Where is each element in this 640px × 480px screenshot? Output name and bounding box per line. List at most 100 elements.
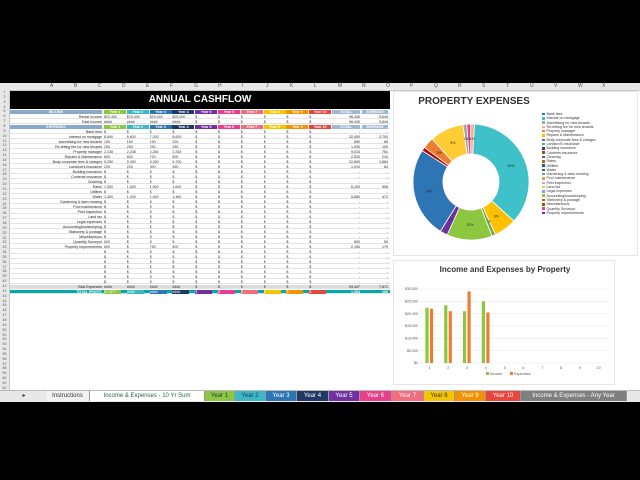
row-number[interactable]: 23 [2, 196, 7, 201]
row-number[interactable]: 49 [2, 322, 7, 327]
column-letter[interactable]: G [194, 83, 198, 89]
row-number[interactable]: 21 [2, 187, 7, 191]
column-letter[interactable]: E [146, 83, 150, 89]
row-number[interactable]: 55 [2, 351, 7, 356]
row-number[interactable]: 16 [2, 162, 7, 167]
column-letter[interactable]: L [314, 83, 317, 89]
row-number[interactable]: 20 [2, 182, 7, 187]
row-number[interactable]: 61 [2, 381, 7, 385]
row-number[interactable]: 6 [3, 114, 6, 119]
bar-income[interactable] [481, 301, 485, 363]
row-number[interactable]: 26 [2, 211, 7, 216]
pie-slice[interactable] [472, 123, 530, 222]
column-letter[interactable]: B [74, 83, 78, 89]
row-number[interactable]: 18 [2, 172, 7, 177]
row-number[interactable]: 30 [2, 230, 7, 235]
row-number[interactable]: 51 [2, 332, 7, 337]
column-letter[interactable]: A [50, 83, 54, 89]
row-number[interactable]: 44 [2, 298, 7, 303]
column-letter[interactable]: T [506, 83, 510, 89]
bar-income[interactable] [425, 307, 429, 363]
sheet-tab[interactable]: Year 6 [360, 391, 392, 401]
row-number[interactable]: 56 [2, 356, 7, 361]
row-number[interactable]: 33 [2, 245, 7, 250]
column-letter[interactable]: N [362, 83, 366, 89]
sheet-tab[interactable]: Year 8 [424, 391, 455, 401]
row-number[interactable]: 52 [2, 337, 7, 342]
row-number[interactable]: 12 [2, 143, 7, 148]
row-number[interactable]: 35 [2, 254, 7, 259]
row-number[interactable]: 48 [2, 317, 7, 322]
bar-expenses[interactable] [467, 291, 471, 363]
sheet-tab[interactable]: Year 5 [329, 391, 360, 401]
row-number[interactable]: 40 [2, 279, 7, 284]
bar-expenses[interactable] [429, 308, 434, 363]
row-number[interactable]: 25 [2, 206, 7, 211]
row-number[interactable]: 17 [2, 167, 7, 172]
column-letter[interactable]: I [242, 83, 244, 89]
row-number[interactable]: 10 [2, 133, 7, 138]
row-number[interactable]: 62 [2, 385, 7, 390]
column-letter[interactable]: H [218, 83, 222, 89]
column-letter[interactable]: Q [434, 83, 438, 89]
row-number[interactable]: 5 [3, 109, 6, 114]
sheet-tab[interactable]: Year 1 [205, 391, 235, 401]
column-letter[interactable]: J [266, 83, 269, 89]
property-expenses-chart[interactable]: PROPERTY EXPENSES 34% 6% 1% 12% 2% 24% 1% 3% 9% 1… [393, 91, 638, 256]
row-number[interactable]: 14 [2, 153, 7, 158]
row-number[interactable]: 8 [3, 123, 6, 128]
sheet-tab[interactable]: Income & Expenses - Any Year [521, 391, 627, 401]
row-number[interactable]: 11 [2, 138, 7, 143]
row-number[interactable]: 54 [2, 347, 7, 352]
tab-scroll-right-icon[interactable]: ▸ [22, 393, 26, 399]
row-number[interactable]: 53 [2, 342, 7, 347]
row-number[interactable]: 43 [2, 293, 7, 298]
row-number[interactable]: 37 [2, 264, 7, 269]
column-letter[interactable]: U [530, 83, 534, 89]
pie-slice[interactable] [470, 123, 475, 155]
row-number[interactable]: 1 [3, 90, 6, 94]
column-letter[interactable]: X [602, 83, 606, 89]
row-number[interactable]: 50 [2, 327, 7, 332]
sheet-tab[interactable]: Year 4 [297, 391, 329, 401]
row-number[interactable]: 46 [2, 308, 7, 313]
column-letter[interactable]: M [338, 83, 343, 89]
sheet-tab[interactable]: Year 9 [455, 391, 486, 401]
income-expenses-chart[interactable]: Income and Expenses by Property $0 $5,000… [393, 260, 615, 385]
column-letter[interactable]: P [410, 83, 414, 89]
row-number[interactable]: 41 [2, 284, 7, 288]
bar-income[interactable] [444, 305, 448, 363]
column-letter[interactable]: C [98, 83, 102, 89]
column-letter[interactable]: F [170, 83, 174, 89]
sheet-tab[interactable]: Year 2 [235, 391, 266, 401]
row-number[interactable]: 13 [2, 148, 7, 153]
row-number[interactable]: 9 [3, 128, 6, 133]
column-letter[interactable]: K [290, 83, 294, 89]
row-number[interactable]: 27 [2, 216, 7, 221]
column-letter[interactable]: R [458, 83, 462, 89]
row-number[interactable]: 15 [2, 157, 7, 162]
row-number[interactable]: 28 [2, 220, 7, 225]
sheet-tab[interactable]: Year 3 [266, 391, 297, 401]
row-number[interactable]: 3 [3, 99, 6, 104]
row-number[interactable]: 36 [2, 259, 7, 264]
sheet-tab[interactable]: Instructions [46, 391, 90, 401]
sheet-tab[interactable]: Year 7 [392, 391, 424, 401]
column-letter[interactable]: W [578, 83, 583, 89]
column-letter[interactable]: D [122, 83, 126, 89]
row-number[interactable]: 7 [3, 119, 6, 124]
row-number[interactable]: 57 [2, 361, 7, 366]
row-number[interactable]: 58 [2, 366, 7, 371]
row-number[interactable]: 39 [2, 274, 7, 279]
row-number[interactable]: 34 [2, 250, 7, 255]
row-number[interactable]: 38 [2, 269, 7, 274]
row-number[interactable]: 42 [2, 288, 7, 293]
column-letter[interactable]: O [386, 83, 390, 89]
row-number[interactable]: 2 [3, 94, 6, 99]
row-number[interactable]: 29 [2, 225, 7, 230]
row-number[interactable]: 19 [2, 177, 7, 182]
sheet-tab[interactable]: Year 10 [486, 391, 521, 401]
row-number[interactable]: 59 [2, 371, 7, 376]
bar-expenses[interactable] [486, 312, 490, 363]
row-number[interactable]: 24 [2, 201, 7, 206]
